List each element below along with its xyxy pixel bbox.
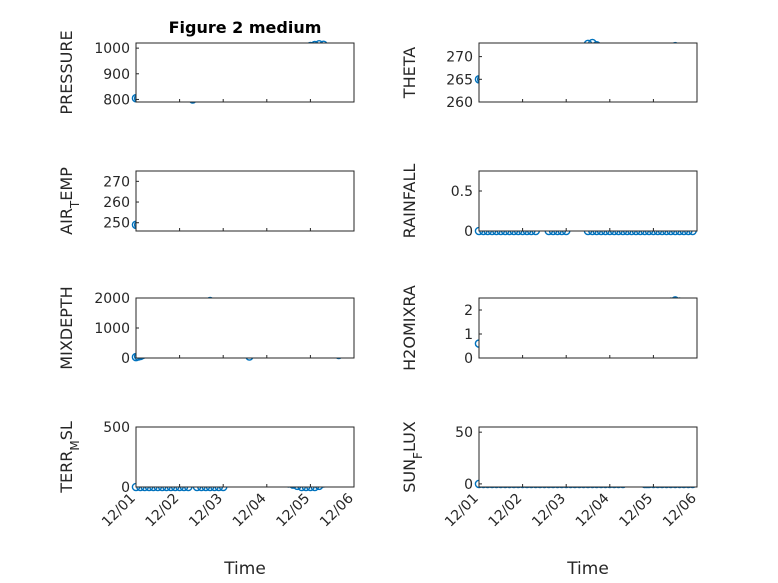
y-axis-label: RAINFALL bbox=[400, 164, 419, 239]
x-axis-label: Time bbox=[223, 559, 266, 579]
x-tick-label: 12/05 bbox=[273, 491, 313, 531]
y-axis-label: H2OMIXRA bbox=[400, 285, 419, 371]
x-tick-label: 12/06 bbox=[660, 490, 700, 530]
axes-frame bbox=[478, 42, 698, 103]
y-tick-label: 0 bbox=[121, 351, 130, 367]
y-tick-label: 265 bbox=[446, 72, 473, 88]
y-tick-label: 1 bbox=[464, 327, 473, 343]
y-tick-label: 0 bbox=[464, 224, 473, 240]
subplot-2: 260 265 270 THETA bbox=[400, 38, 698, 111]
x-tick-label: 12/03 bbox=[529, 491, 569, 531]
subplot-5: 0 1000 2000 MIXDEPTH bbox=[57, 286, 355, 370]
chart-title: Figure 2 medium bbox=[169, 18, 322, 37]
subplot-6: 0 1 2 H2OMIXRA bbox=[400, 285, 698, 371]
y-tick-label: 500 bbox=[103, 420, 130, 436]
y-tick-label: 50 bbox=[455, 425, 473, 441]
y-tick-label: 270 bbox=[103, 174, 130, 190]
y-tick-label: 250 bbox=[103, 216, 130, 232]
y-axis-label: PRESSURE bbox=[57, 30, 76, 114]
x-tick-label: 12/05 bbox=[616, 491, 656, 531]
x-tick-label: 12/04 bbox=[573, 490, 613, 530]
axes-frame bbox=[135, 42, 355, 103]
subplot-4: 0 0.5 RAINFALL bbox=[400, 164, 698, 240]
y-tick-label: 1000 bbox=[94, 321, 130, 337]
x-tick-label: 12/02 bbox=[143, 491, 183, 531]
axes-frame bbox=[478, 297, 698, 359]
y-tick-label: 1000 bbox=[94, 41, 130, 57]
x-tick-label: 12/02 bbox=[486, 491, 526, 531]
y-tick-label: 800 bbox=[103, 92, 130, 108]
y-tick-label: 0 bbox=[464, 351, 473, 367]
axes-frame bbox=[135, 297, 355, 359]
y-tick-label: 260 bbox=[446, 95, 473, 111]
axes-frame bbox=[478, 426, 698, 488]
x-tick-label: 12/01 bbox=[99, 491, 139, 531]
y-tick-label: 260 bbox=[103, 195, 130, 211]
y-axis-label: SUNFLUX bbox=[400, 421, 425, 493]
y-tick-label: 0 bbox=[464, 477, 473, 493]
subplot-1: 800 900 1000 PRESSURE Figure 2 medium bbox=[57, 18, 355, 115]
y-axis-label: TERRMSL bbox=[57, 421, 82, 494]
subplot-8: 0 50 12/01 12/02 12/03 12/04 12/05 12/06 SUNFLUX… bbox=[400, 421, 700, 579]
axes-frame bbox=[135, 170, 355, 232]
y-tick-label: 900 bbox=[103, 67, 130, 83]
y-tick-label: 2000 bbox=[94, 291, 130, 307]
subplot-7: 0 500 12/01 12/02 12/03 12/04 12/05 12/06 TERRMS… bbox=[57, 420, 357, 579]
x-tick-label: 12/03 bbox=[186, 491, 226, 531]
x-tick-label: 12/04 bbox=[230, 490, 270, 530]
subplot-3: 250 260 270 AIRTEMP bbox=[57, 167, 355, 235]
x-tick-label: 12/01 bbox=[442, 491, 482, 531]
y-axis-label: THETA bbox=[400, 47, 419, 99]
x-tick-label: 12/06 bbox=[317, 490, 357, 530]
x-axis-label: Time bbox=[566, 559, 609, 579]
y-tick-label: 0 bbox=[121, 480, 130, 496]
y-tick-label: 0.5 bbox=[451, 184, 473, 200]
axes-frame bbox=[478, 170, 698, 232]
y-tick-label: 270 bbox=[446, 50, 473, 66]
axes-frame bbox=[135, 426, 355, 488]
y-axis-label: MIXDEPTH bbox=[57, 286, 76, 369]
y-tick-label: 2 bbox=[464, 303, 473, 319]
y-axis-label: AIRTEMP bbox=[57, 167, 82, 235]
